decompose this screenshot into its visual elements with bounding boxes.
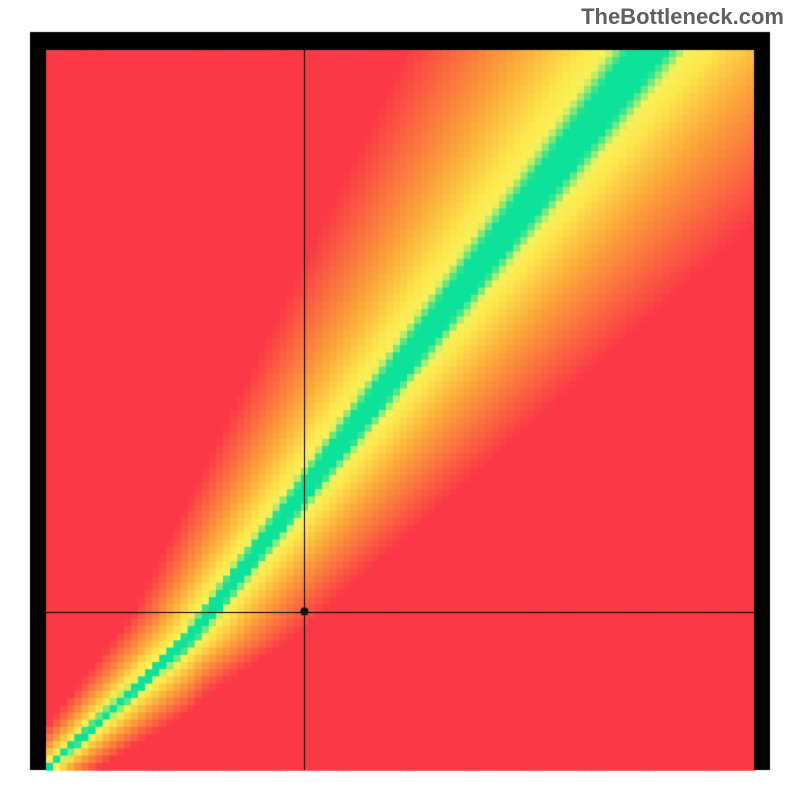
heatmap-plot	[0, 0, 800, 800]
chart-container: TheBottleneck.com	[0, 0, 800, 800]
attribution-text: TheBottleneck.com	[581, 4, 784, 30]
